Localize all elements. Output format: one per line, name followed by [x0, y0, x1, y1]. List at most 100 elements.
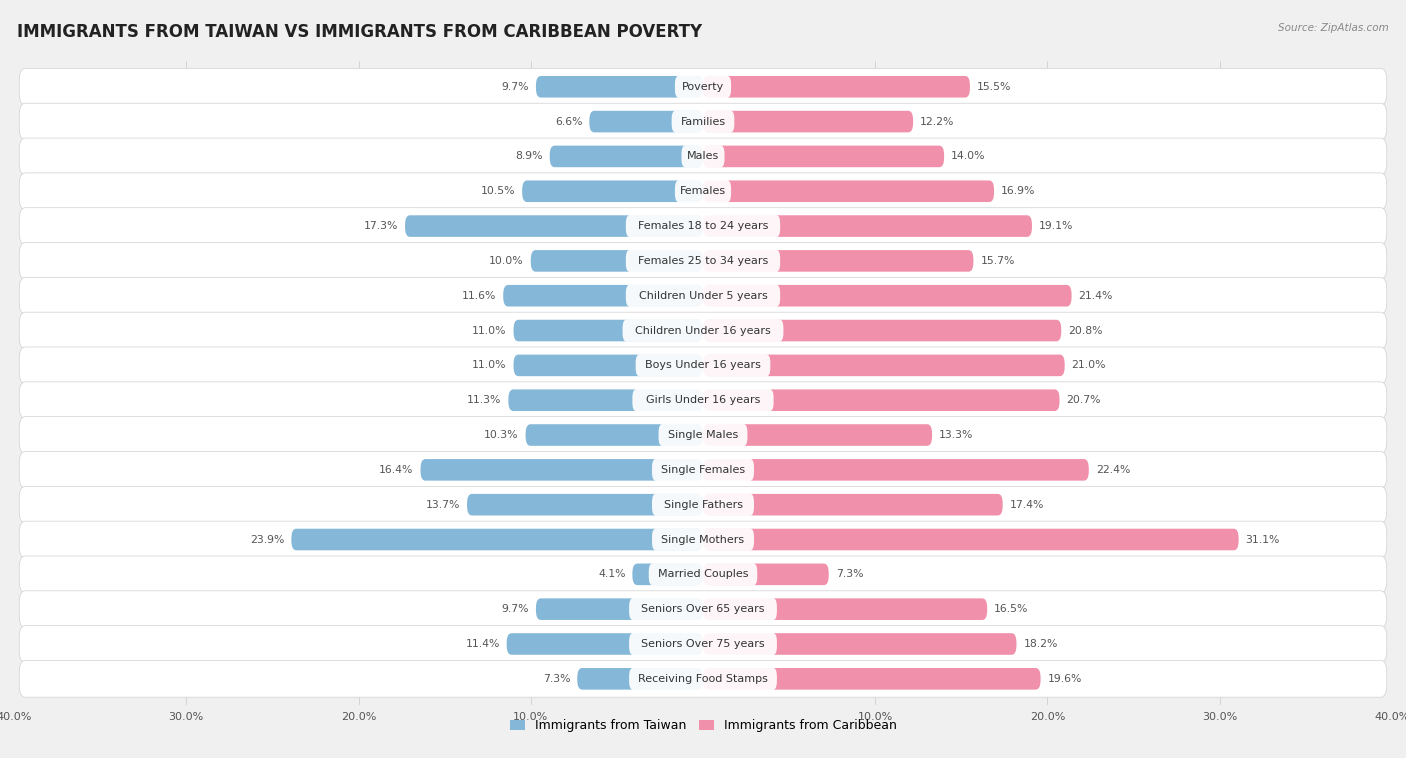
Text: Seniors Over 65 years: Seniors Over 65 years [641, 604, 765, 614]
FancyBboxPatch shape [633, 389, 773, 412]
FancyBboxPatch shape [703, 424, 932, 446]
Text: 10.5%: 10.5% [481, 186, 515, 196]
FancyBboxPatch shape [658, 424, 748, 446]
FancyBboxPatch shape [675, 180, 731, 202]
Text: Boys Under 16 years: Boys Under 16 years [645, 360, 761, 371]
Text: Children Under 16 years: Children Under 16 years [636, 325, 770, 336]
FancyBboxPatch shape [20, 68, 1386, 105]
FancyBboxPatch shape [20, 347, 1386, 384]
FancyBboxPatch shape [20, 487, 1386, 523]
FancyBboxPatch shape [703, 633, 1017, 655]
FancyBboxPatch shape [703, 529, 1239, 550]
Text: 11.3%: 11.3% [467, 395, 502, 406]
FancyBboxPatch shape [20, 590, 1386, 628]
FancyBboxPatch shape [675, 76, 731, 98]
Text: Single Fathers: Single Fathers [664, 500, 742, 509]
Text: 9.7%: 9.7% [502, 604, 529, 614]
FancyBboxPatch shape [20, 208, 1386, 244]
Text: 7.3%: 7.3% [835, 569, 863, 579]
Text: 19.6%: 19.6% [1047, 674, 1081, 684]
FancyBboxPatch shape [20, 522, 1386, 558]
Text: 18.2%: 18.2% [1024, 639, 1057, 649]
Text: 10.3%: 10.3% [484, 430, 519, 440]
FancyBboxPatch shape [20, 243, 1386, 279]
FancyBboxPatch shape [503, 285, 703, 306]
Text: Families: Families [681, 117, 725, 127]
FancyBboxPatch shape [703, 459, 1088, 481]
FancyBboxPatch shape [703, 215, 1032, 236]
FancyBboxPatch shape [626, 215, 780, 237]
Text: 13.7%: 13.7% [426, 500, 460, 509]
Text: Single Mothers: Single Mothers [661, 534, 745, 544]
Text: Girls Under 16 years: Girls Under 16 years [645, 395, 761, 406]
FancyBboxPatch shape [703, 668, 1040, 690]
FancyBboxPatch shape [703, 180, 994, 202]
Text: 14.0%: 14.0% [950, 152, 986, 161]
FancyBboxPatch shape [703, 390, 1060, 411]
Text: 21.0%: 21.0% [1071, 360, 1107, 371]
FancyBboxPatch shape [626, 284, 780, 307]
FancyBboxPatch shape [513, 320, 703, 341]
FancyBboxPatch shape [703, 146, 945, 168]
FancyBboxPatch shape [633, 563, 703, 585]
FancyBboxPatch shape [589, 111, 703, 133]
Text: 12.2%: 12.2% [920, 117, 955, 127]
FancyBboxPatch shape [20, 625, 1386, 662]
FancyBboxPatch shape [20, 138, 1386, 175]
Text: 22.4%: 22.4% [1095, 465, 1130, 475]
FancyBboxPatch shape [420, 459, 703, 481]
FancyBboxPatch shape [703, 494, 1002, 515]
Text: 9.7%: 9.7% [502, 82, 529, 92]
Text: 20.7%: 20.7% [1066, 395, 1101, 406]
FancyBboxPatch shape [526, 424, 703, 446]
FancyBboxPatch shape [509, 390, 703, 411]
Text: Receiving Food Stamps: Receiving Food Stamps [638, 674, 768, 684]
Text: Females 25 to 34 years: Females 25 to 34 years [638, 256, 768, 266]
FancyBboxPatch shape [20, 556, 1386, 593]
Text: 23.9%: 23.9% [250, 534, 284, 544]
FancyBboxPatch shape [682, 146, 724, 168]
Text: Source: ZipAtlas.com: Source: ZipAtlas.com [1278, 23, 1389, 33]
FancyBboxPatch shape [291, 529, 703, 550]
Legend: Immigrants from Taiwan, Immigrants from Caribbean: Immigrants from Taiwan, Immigrants from … [505, 714, 901, 738]
FancyBboxPatch shape [405, 215, 703, 236]
FancyBboxPatch shape [506, 633, 703, 655]
Text: 11.0%: 11.0% [472, 325, 506, 336]
Text: 10.0%: 10.0% [489, 256, 524, 266]
Text: Single Males: Single Males [668, 430, 738, 440]
Text: 16.9%: 16.9% [1001, 186, 1035, 196]
FancyBboxPatch shape [20, 277, 1386, 314]
Text: 11.4%: 11.4% [465, 639, 499, 649]
Text: Females: Females [681, 186, 725, 196]
FancyBboxPatch shape [536, 76, 703, 98]
FancyBboxPatch shape [513, 355, 703, 376]
Text: 20.8%: 20.8% [1069, 325, 1102, 336]
FancyBboxPatch shape [703, 355, 1064, 376]
Text: 21.4%: 21.4% [1078, 291, 1112, 301]
FancyBboxPatch shape [550, 146, 703, 168]
FancyBboxPatch shape [703, 76, 970, 98]
Text: Poverty: Poverty [682, 82, 724, 92]
FancyBboxPatch shape [703, 285, 1071, 306]
FancyBboxPatch shape [522, 180, 703, 202]
Text: 11.6%: 11.6% [463, 291, 496, 301]
FancyBboxPatch shape [628, 633, 778, 655]
FancyBboxPatch shape [628, 598, 778, 620]
Text: Children Under 5 years: Children Under 5 years [638, 291, 768, 301]
FancyBboxPatch shape [20, 173, 1386, 210]
Text: 15.5%: 15.5% [977, 82, 1011, 92]
FancyBboxPatch shape [703, 320, 1062, 341]
Text: 19.1%: 19.1% [1039, 221, 1073, 231]
FancyBboxPatch shape [672, 111, 734, 133]
FancyBboxPatch shape [652, 459, 754, 481]
Text: 17.4%: 17.4% [1010, 500, 1043, 509]
FancyBboxPatch shape [20, 382, 1386, 418]
FancyBboxPatch shape [652, 493, 754, 516]
FancyBboxPatch shape [703, 250, 973, 271]
FancyBboxPatch shape [652, 528, 754, 551]
FancyBboxPatch shape [628, 668, 778, 690]
FancyBboxPatch shape [703, 111, 912, 133]
Text: 17.3%: 17.3% [364, 221, 398, 231]
Text: 8.9%: 8.9% [516, 152, 543, 161]
Text: 11.0%: 11.0% [472, 360, 506, 371]
